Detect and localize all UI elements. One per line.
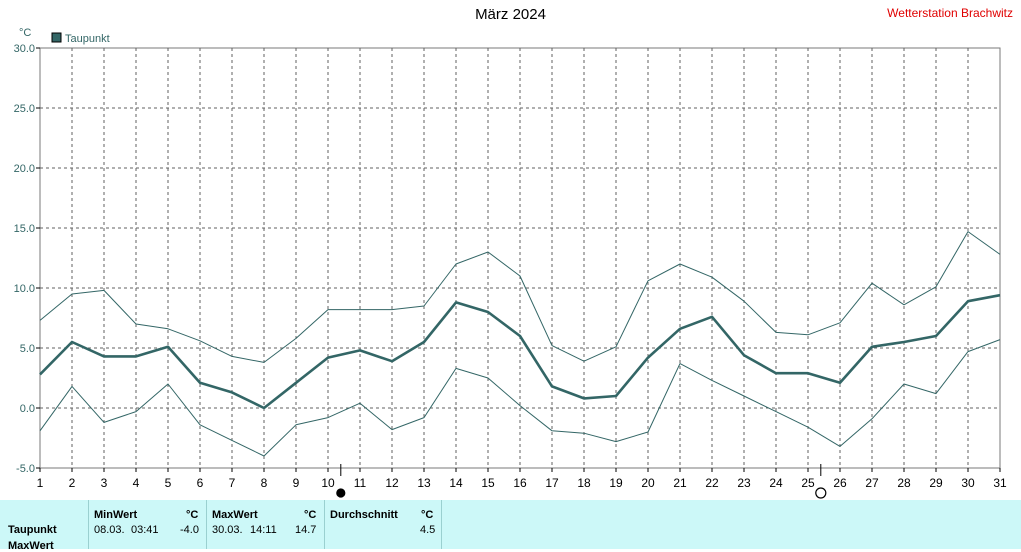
y-tick-label: 10.0 — [14, 283, 35, 295]
x-tick-label: 28 — [897, 476, 911, 490]
max-unit: °C — [304, 509, 317, 521]
x-tick-label: 3 — [101, 476, 108, 490]
chart-title: März 2024 — [475, 6, 546, 23]
series-line-mean — [39, 293, 1001, 410]
full-moon-icon — [336, 488, 346, 498]
x-tick-label: 1 — [37, 476, 44, 490]
series-lines — [39, 231, 1001, 457]
min-date: 08.03. — [94, 524, 125, 536]
x-tick-label: 9 — [293, 476, 300, 490]
series-line-max — [39, 231, 1001, 363]
x-tick-label: 8 — [261, 476, 268, 490]
avg-unit: °C — [421, 509, 434, 521]
legend-swatch — [51, 32, 62, 43]
station-name: Wetterstation Brachwitz — [887, 6, 1013, 20]
divider — [324, 500, 325, 549]
divider — [88, 500, 89, 549]
y-tick-label: 20.0 — [14, 163, 35, 175]
x-tick-label: 20 — [641, 476, 655, 490]
new-moon-icon — [815, 487, 827, 499]
x-tick-label: 17 — [545, 476, 559, 490]
y-tick-label: 30.0 — [14, 43, 35, 55]
min-unit: °C — [186, 509, 199, 521]
statistics-background — [0, 500, 1021, 549]
min-time: 03:41 — [131, 524, 159, 536]
x-tick-label: 21 — [673, 476, 687, 490]
max-time: 14:11 — [250, 524, 277, 536]
x-tick-label: 5 — [165, 476, 172, 490]
x-tick-label: 25 — [801, 476, 815, 490]
stats-row-label: Taupunkt — [8, 524, 57, 536]
x-tick-label: 16 — [513, 476, 527, 490]
x-tick-label: 11 — [354, 476, 367, 490]
x-tick-label: 6 — [197, 476, 204, 490]
min-header: MinWert — [94, 509, 138, 521]
y-axis: -5.0 0.0 5.0 10.0 15.0 20.0 25.0 30.0 — [14, 43, 40, 475]
y-tick-label: 15.0 — [14, 223, 35, 235]
grid — [40, 48, 1000, 468]
y-tick-label: -5.0 — [16, 463, 35, 475]
divider — [206, 500, 207, 549]
x-tick-label: 27 — [865, 476, 879, 490]
x-tick-label: 13 — [417, 476, 431, 490]
max-date: 30.03. — [212, 524, 243, 536]
statistics-panel: Taupunkt MaxWert MinWert °C 08.03. 03:41… — [0, 500, 1021, 552]
x-tick-label: 22 — [705, 476, 719, 490]
x-tick-label: 29 — [929, 476, 943, 490]
y-tick-label: 5.0 — [20, 343, 35, 355]
divider — [441, 500, 442, 549]
legend-label-taupunkt: Taupunkt — [65, 33, 110, 45]
avg-value: 4.5 — [420, 524, 436, 536]
avg-header: Durchschnitt — [330, 509, 398, 521]
y-tick-label: 0.0 — [20, 403, 35, 415]
series-line-min — [39, 339, 1001, 457]
x-tick-label: 2 — [69, 476, 76, 490]
x-tick-label: 31 — [993, 476, 1007, 490]
x-tick-label: 10 — [321, 476, 335, 490]
x-tick-label: 19 — [609, 476, 623, 490]
y-tick-label: 25.0 — [14, 103, 35, 115]
x-tick-label: 12 — [385, 476, 399, 490]
x-tick-label: 14 — [449, 476, 463, 490]
x-tick-label: 30 — [961, 476, 975, 490]
x-tick-label: 24 — [769, 476, 783, 490]
x-axis: 1 2 3 4 5 6 7 8 9 10 11 12 13 14 15 16 17 18 19 20 21 22 23 24 2… — [37, 468, 1007, 490]
x-tick-label: 15 — [481, 476, 495, 490]
x-tick-label: 26 — [833, 476, 847, 490]
stats-row-label-2: MaxWert — [8, 540, 54, 552]
x-tick-label: 7 — [229, 476, 236, 490]
x-tick-label: 4 — [133, 476, 140, 490]
max-header: MaxWert — [212, 509, 258, 521]
y-axis-label: °C — [19, 27, 31, 39]
x-tick-label: 18 — [577, 476, 591, 490]
max-value: 14.7 — [295, 524, 317, 536]
x-tick-label: 23 — [737, 476, 751, 490]
moon-markers — [336, 464, 827, 499]
min-value: -4.0 — [180, 524, 199, 536]
